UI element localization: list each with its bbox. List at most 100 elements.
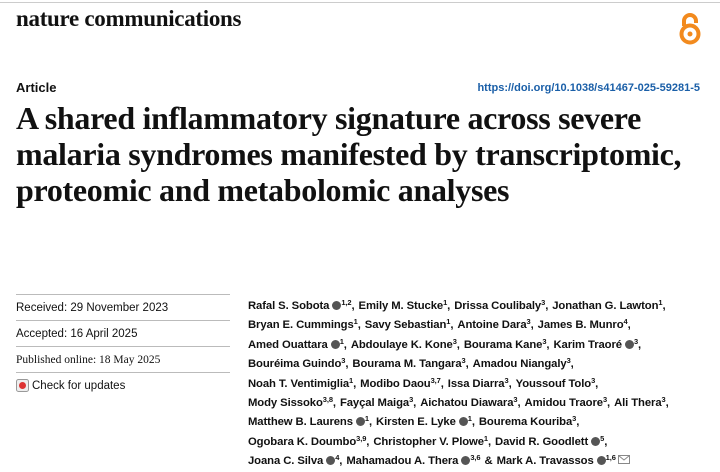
separator: ,	[413, 397, 417, 410]
divider	[16, 294, 230, 295]
author-name: Issa Diarra	[447, 377, 505, 390]
separator: ,	[545, 300, 549, 312]
author-line: Bouréima Guindo3, Bourama M. Tangara3, Ama…	[248, 355, 669, 374]
author-name: James B. Munro	[537, 319, 624, 332]
author-name: Bourama Kane	[463, 338, 543, 351]
email-icon[interactable]	[617, 455, 630, 465]
author-name: Drissa Coulibaly	[454, 300, 542, 312]
affiliation: 1	[483, 433, 488, 443]
top-rule	[0, 2, 720, 3]
author-name: Amadou Niangaly	[472, 358, 567, 371]
affiliation: 3,6	[470, 453, 481, 463]
orcid-icon	[355, 417, 365, 427]
separator: ,	[471, 416, 475, 429]
author-name: Emily M. Stucke	[358, 300, 444, 312]
author-name: Christopher V. Plowe	[373, 435, 484, 448]
author-name: Bouréima Guindo	[248, 358, 342, 371]
affiliation: 3	[566, 356, 571, 366]
separator: ,	[517, 397, 521, 410]
affiliation: 1,2	[341, 298, 352, 307]
author-name: Joana C. Silva	[248, 455, 324, 468]
affiliation: 3	[513, 395, 518, 405]
separator: ,	[607, 397, 611, 410]
author-name: Mody Sissoko	[248, 397, 323, 410]
affiliation: 5	[600, 433, 605, 443]
author-line: Mody Sissoko3,8, Fayçal Maiga3, Aichatou D…	[248, 394, 669, 413]
author-line: Rafal S. Sobota 1,2, Emily M. Stucke1, Dris…	[248, 297, 669, 316]
affiliation: 3,7	[430, 375, 441, 385]
orcid-icon	[591, 436, 601, 446]
affiliation: 3	[504, 375, 509, 385]
affiliation: 3,9	[356, 433, 367, 443]
author-line: Bryan E. Cummings1, Savy Sebastian1, Antoi…	[248, 316, 669, 335]
author-name: Abdoulaye K. Kone	[350, 338, 453, 351]
author-name: Bryan E. Cummings	[248, 319, 354, 332]
affiliation: 3	[633, 336, 639, 346]
separator: ,	[576, 416, 580, 429]
affiliation: 3	[541, 298, 546, 307]
author-name: Ali Thera	[614, 397, 662, 410]
separator: ,	[465, 358, 469, 371]
affiliation: 3	[602, 395, 608, 405]
orcid-icon	[330, 339, 340, 349]
separator: ,	[357, 319, 361, 332]
separator: ,	[508, 377, 512, 390]
author-name: Ogobara K. Doumbo	[248, 435, 357, 448]
author-name: Noah T. Ventimiglia	[248, 377, 350, 390]
affiliation: 1	[467, 414, 472, 424]
author-name: Mark A. Travassos	[496, 455, 594, 468]
separator: ,	[456, 338, 460, 351]
author-line: Joana C. Silva 4, Mahamadou A. Thera 3,6 & Ma…	[248, 452, 669, 471]
author-name: Karim Traoré	[553, 338, 622, 351]
author-name: Savy Sebastian	[364, 319, 447, 332]
separator: ,	[332, 397, 336, 410]
orcid-icon	[624, 339, 634, 349]
author-line: Amed Ouattara 1, Abdoulaye K. Kone3, Bouram…	[248, 336, 669, 355]
affiliation: 4	[623, 317, 628, 327]
doi-link[interactable]: https://doi.org/10.1038/s41467-025-59281…	[477, 82, 700, 94]
affiliation: 3	[461, 356, 466, 366]
affiliation: 3	[452, 336, 457, 346]
affiliation: 1	[446, 317, 451, 327]
affiliation: 1,6	[605, 453, 616, 463]
author-name: Amed Ouattara	[248, 338, 328, 351]
separator: ,	[665, 397, 669, 410]
affiliation: 1	[364, 414, 369, 424]
author-name: Youssouf Tolo	[515, 377, 592, 390]
affiliation: 1	[443, 298, 448, 307]
affiliation: 3	[661, 395, 666, 405]
author-name: Modibo Daou	[360, 377, 431, 390]
author-name: Bourema Kouriba	[478, 416, 573, 429]
separator: ,	[440, 377, 444, 390]
check-icon	[16, 379, 29, 392]
separator: ,	[546, 338, 550, 351]
separator: ,	[447, 300, 451, 312]
author-line: Noah T. Ventimiglia1, Modibo Daou3,7, Issa…	[248, 375, 669, 394]
separator: &	[484, 455, 493, 468]
author-line: Ogobara K. Doumbo3,9, Christopher V. Plow…	[248, 433, 669, 452]
affiliation: 3	[591, 375, 596, 385]
orcid-icon	[458, 417, 468, 427]
author-name: David R. Goodlett	[495, 435, 589, 448]
orcid-icon	[332, 301, 342, 310]
author-name: Mahamadou A. Thera	[346, 455, 459, 468]
author-name: Fayçal Maiga	[339, 397, 410, 410]
affiliation: 1	[349, 375, 354, 385]
separator: ,	[595, 377, 599, 390]
check-label[interactable]: Check for updates	[32, 379, 126, 392]
author-line: Matthew B. Laurens 1, Kirsten E. Lyke 1, Bou…	[248, 413, 669, 432]
author-name: Aichatou Diawara	[420, 397, 514, 410]
separator: ,	[627, 319, 631, 332]
separator: ,	[604, 435, 608, 448]
affiliation: 1	[339, 336, 344, 346]
separator: ,	[662, 300, 666, 312]
author-list: Rafal S. Sobota 1,2, Emily M. Stucke1, Dris…	[248, 297, 669, 472]
received-date: Received: 29 November 2023	[16, 302, 230, 321]
check-for-updates[interactable]: Check for updates	[16, 379, 125, 392]
orcid-icon	[596, 456, 606, 466]
author-name: Antoine Dara	[457, 319, 527, 332]
affiliation: 3	[526, 317, 531, 327]
separator: ,	[450, 319, 454, 332]
separator: ,	[366, 435, 370, 448]
author-name: Kirsten E. Lyke	[376, 416, 456, 429]
